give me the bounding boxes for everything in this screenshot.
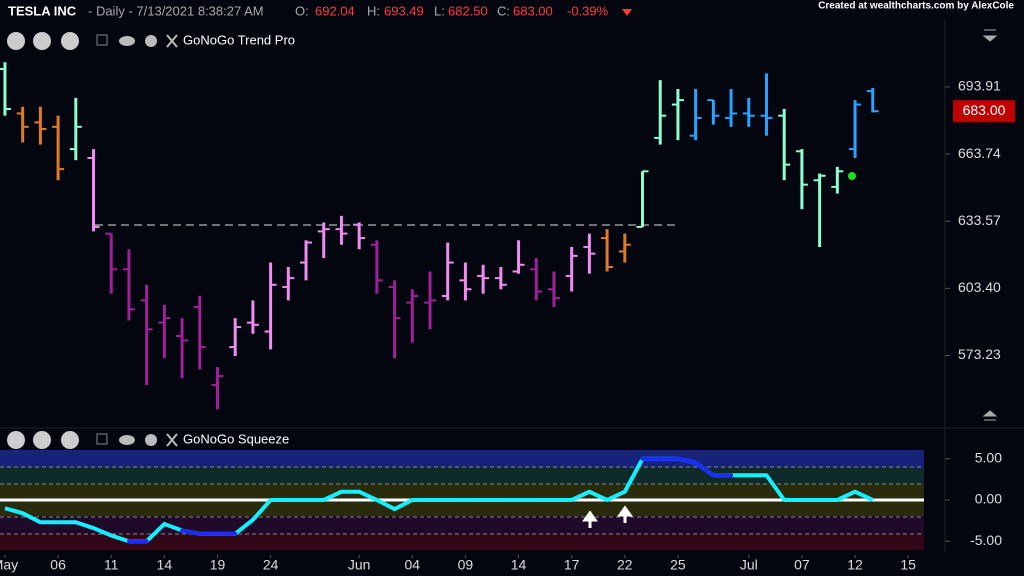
squeeze-highlight bbox=[180, 528, 202, 536]
symbol: TESLA INC bbox=[8, 3, 77, 18]
move-button[interactable] bbox=[7, 431, 25, 449]
x-tick-label: 15 bbox=[900, 557, 916, 573]
y-tick-label: 603.40 bbox=[958, 279, 1001, 295]
signal-arrow bbox=[582, 510, 598, 528]
y-tick-label: 5.00 bbox=[975, 449, 1002, 465]
plot: 573.23 603.40 633.57 663.74 693.91 683.00 -5.0… bbox=[0, 20, 1024, 573]
x-tick-label: 06 bbox=[50, 557, 66, 573]
credit: Created at wealthcharts.com by AlexCole bbox=[818, 1, 1014, 12]
band bbox=[0, 468, 924, 484]
squeeze-highlight bbox=[693, 460, 716, 478]
squeeze-highlight bbox=[675, 456, 698, 465]
collapse-button[interactable] bbox=[96, 34, 108, 46]
x-tick-label: 07 bbox=[794, 557, 810, 573]
x-tick-label: 11 bbox=[104, 557, 119, 573]
change: -0.39% bbox=[567, 3, 609, 18]
signal-dot bbox=[848, 172, 856, 180]
close-button[interactable] bbox=[166, 34, 178, 48]
trend-toolbar: GoNoGo Trend Pro bbox=[7, 32, 295, 50]
close-button[interactable] bbox=[166, 433, 178, 447]
x-tick-label: 14 bbox=[157, 557, 173, 573]
down-triangle bbox=[622, 9, 632, 16]
x-tick-label: Jun bbox=[348, 557, 371, 573]
x-tick-label: 19 bbox=[210, 557, 226, 573]
x-tick-label: 24 bbox=[263, 557, 279, 573]
low-value: 682.50 bbox=[448, 3, 488, 18]
axis-icon bbox=[982, 29, 998, 42]
signal-arrow bbox=[617, 505, 633, 523]
high-label: H: bbox=[367, 3, 380, 18]
up-button[interactable] bbox=[61, 32, 79, 50]
y-tick-label: 693.91 bbox=[958, 78, 1001, 94]
move-button[interactable] bbox=[7, 32, 25, 50]
y-tick-label: 573.23 bbox=[958, 346, 1001, 362]
visibility-button[interactable] bbox=[119, 435, 135, 445]
settings-button[interactable] bbox=[145, 35, 157, 47]
band bbox=[0, 534, 924, 550]
x-tick-label: 12 bbox=[847, 557, 863, 573]
y-tick-label: 633.57 bbox=[958, 212, 1001, 228]
collapse-button[interactable] bbox=[96, 433, 108, 445]
axis-icon bbox=[982, 410, 998, 421]
band bbox=[0, 450, 924, 468]
x-tick-label: 17 bbox=[564, 557, 580, 573]
y-tick-label: -5.00 bbox=[970, 532, 1002, 548]
down-button[interactable] bbox=[33, 32, 51, 50]
band bbox=[0, 516, 924, 534]
x-tick-label: Jul bbox=[740, 557, 758, 573]
header: TESLA INC - Daily - 7/13/2021 8:38:27 AM… bbox=[8, 1, 1014, 19]
squeeze-toolbar: GoNoGo Squeeze bbox=[7, 431, 289, 449]
x-tick-label: 14 bbox=[511, 557, 527, 573]
last-price-box bbox=[953, 100, 1015, 123]
settings-button[interactable] bbox=[145, 434, 157, 446]
x-tick-label: 22 bbox=[617, 557, 633, 573]
x-tick-label: 09 bbox=[458, 557, 474, 573]
low-label: L: bbox=[434, 3, 445, 18]
x-tick-label: May bbox=[0, 557, 18, 573]
last-price-label: 683.00 bbox=[963, 102, 1006, 118]
high-value: 693.49 bbox=[384, 3, 424, 18]
up-button[interactable] bbox=[61, 431, 79, 449]
y-tick-label: 663.74 bbox=[958, 145, 1001, 161]
x-tick-label: 04 bbox=[404, 557, 420, 573]
open-value: 692.04 bbox=[315, 3, 355, 18]
close-label: C: bbox=[497, 3, 510, 18]
interval: - Daily - 7/13/2021 8:38:27 AM bbox=[88, 3, 264, 18]
y-tick-label: 0.00 bbox=[975, 491, 1002, 507]
panel-title: GoNoGo Squeeze bbox=[183, 431, 289, 446]
panel-title: GoNoGo Trend Pro bbox=[183, 32, 295, 47]
visibility-button[interactable] bbox=[119, 36, 135, 46]
x-tick-label: 25 bbox=[670, 557, 686, 573]
down-button[interactable] bbox=[33, 431, 51, 449]
close-value: 683.00 bbox=[513, 3, 553, 18]
open-label: O: bbox=[295, 3, 309, 18]
